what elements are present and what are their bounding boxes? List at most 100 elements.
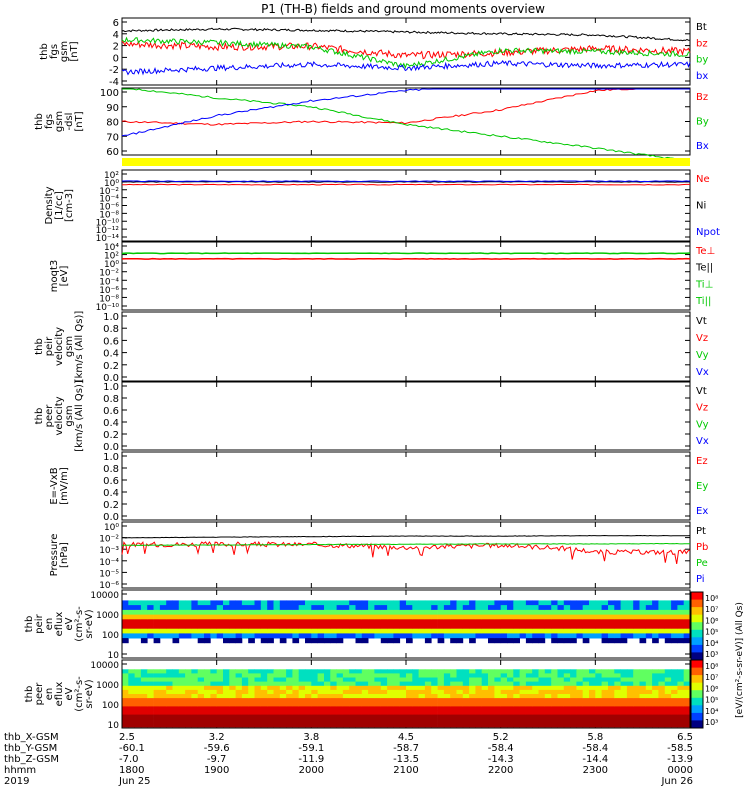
spectrogram-cell — [235, 633, 243, 639]
spectrogram-cell — [582, 600, 590, 606]
series-Te⊥ — [121, 257, 691, 260]
spectrogram-cell — [273, 698, 281, 703]
spectrogram-cell — [494, 605, 502, 611]
spectrogram-cell — [658, 633, 666, 639]
spectrogram-cell — [431, 706, 438, 711]
spectrogram-cell — [147, 718, 154, 724]
spectrogram-cell — [267, 619, 274, 625]
spectrogram-cell — [223, 600, 230, 606]
spectrogram-cell — [279, 619, 287, 625]
spectrogram-cell — [128, 628, 135, 634]
ephemeris-row-label: thb_X-GSM — [4, 732, 59, 743]
spectrogram-cell — [393, 624, 401, 630]
spectrogram-cell — [134, 633, 142, 639]
spectrogram-cell — [305, 706, 312, 711]
spectrogram-cell — [317, 722, 325, 728]
spectrogram-cell — [538, 681, 546, 687]
spectrogram-cell — [393, 685, 401, 691]
spectrogram-cell — [513, 619, 520, 625]
spectrogram-cell — [286, 619, 293, 625]
spectrogram-cell — [608, 614, 615, 620]
spectrogram-cell — [298, 714, 306, 720]
spectrogram-cell — [286, 614, 293, 620]
mode-bar — [122, 158, 690, 166]
spectrogram-cell — [620, 698, 628, 703]
y-tick-label: 10 — [108, 721, 120, 731]
spectrogram-cell — [424, 714, 432, 720]
spectrogram-cell — [197, 669, 205, 674]
spectrogram-cell — [355, 681, 363, 687]
spectrogram-cell — [197, 698, 205, 703]
spectrogram-cell — [204, 698, 211, 703]
spectrogram-cell — [349, 600, 356, 606]
spectrogram-cell — [620, 718, 628, 724]
spectrogram-cell — [469, 605, 476, 611]
spectrogram-cell — [159, 609, 167, 615]
spectrogram-cell — [664, 669, 672, 674]
spectrogram-cell — [424, 698, 432, 703]
spectrogram-cell — [469, 628, 476, 634]
spectrogram-cell — [595, 702, 602, 707]
spectrogram-cell — [361, 628, 369, 634]
spectrogram-cell — [507, 614, 514, 620]
spectrogram-cell — [557, 685, 565, 691]
spectrogram-cell — [191, 605, 199, 611]
spectrogram-cell — [412, 710, 419, 715]
spectrogram-cell — [677, 633, 685, 639]
spectrogram-cell — [223, 673, 230, 678]
spectrogram-cell — [229, 614, 236, 620]
spectrogram-cell — [538, 600, 546, 606]
spectrogram-cell — [336, 624, 344, 630]
y-axis-label: moqt3 — [49, 260, 60, 293]
spectrogram-cell — [519, 619, 527, 625]
spectrogram-cell — [525, 710, 533, 715]
legend-entry: Vy — [696, 419, 709, 430]
spectrogram-cell — [608, 718, 615, 724]
spectrogram-cell — [204, 677, 211, 682]
spectrogram-cell — [664, 605, 672, 611]
spectrogram-cell — [513, 689, 520, 695]
spectrogram-cell — [140, 706, 148, 711]
spectrogram-cell — [620, 633, 628, 639]
spectrogram-cell — [140, 638, 148, 644]
spectrogram-cell — [260, 624, 268, 630]
spectrogram-cell — [431, 619, 438, 625]
spectrogram-cell — [279, 681, 287, 687]
spectrogram-cell — [229, 673, 236, 678]
spectrogram-cell — [134, 710, 142, 715]
spectrogram-cell — [387, 638, 394, 644]
spectrogram-cell — [273, 694, 281, 699]
spectrogram-cell — [469, 677, 476, 682]
colorbar-tick: 10⁴ — [705, 707, 718, 716]
spectrogram-cell — [683, 714, 691, 720]
spectrogram-cell — [248, 694, 255, 699]
spectrogram-cell — [576, 689, 584, 695]
spectrogram-cell — [431, 609, 438, 615]
spectrogram-cell — [488, 722, 495, 728]
spectrogram-cell — [311, 685, 318, 691]
spectrogram-cell — [172, 718, 180, 724]
spectrogram-cell — [481, 628, 489, 634]
spectrogram-cell — [500, 714, 508, 720]
spectrogram-cell — [507, 689, 514, 695]
spectrogram-cell — [645, 633, 653, 639]
colorbar-tick: 10⁷ — [705, 605, 718, 614]
y-axis-label: Density — [44, 186, 55, 224]
spectrogram-cell — [380, 722, 388, 728]
spectrogram-cell — [197, 614, 205, 620]
spectrogram-cell — [557, 614, 565, 620]
spectrogram-cell — [406, 609, 413, 615]
spectrogram-cell — [368, 706, 375, 711]
spectrogram-cell — [462, 633, 470, 639]
spectrogram-cell — [185, 706, 192, 711]
spectrogram-cell — [399, 600, 407, 606]
spectrogram-cell — [254, 677, 262, 682]
spectrogram-cell — [608, 669, 615, 674]
spectrogram-cell — [399, 677, 407, 682]
spectrogram-cell — [633, 694, 640, 699]
spectrogram-cell — [626, 694, 634, 699]
spectrogram-cell — [437, 633, 445, 639]
spectrogram-cell — [361, 702, 369, 707]
spectrogram-cell — [311, 689, 318, 695]
spectrogram-cell — [652, 689, 659, 695]
